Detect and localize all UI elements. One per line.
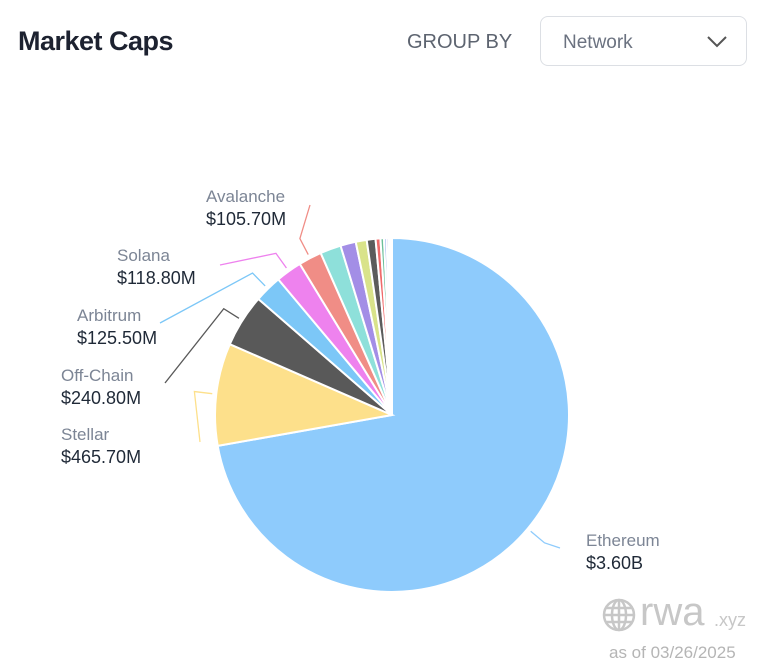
leader-line-solana — [219, 252, 287, 269]
label-stellar: Stellar $465.70M — [61, 425, 142, 467]
chevron-down-icon — [707, 36, 727, 48]
leader-line-off-chain — [164, 307, 240, 384]
as-of-date: as of 03/26/2025 — [609, 643, 736, 662]
label-avalanche: Avalanche $105.70M — [206, 187, 287, 229]
label-solana: Solana $118.80M — [117, 246, 196, 288]
pie-slice[interactable] — [389, 236, 393, 416]
leader-line-ethereum — [530, 530, 561, 549]
group-by-label: GROUP BY — [407, 31, 513, 53]
group-by-value: Network — [563, 32, 633, 53]
label-arbitrum: Arbitrum $125.50M — [77, 306, 158, 348]
rwa-logo: rwa .xyz — [602, 590, 746, 637]
label-ethereum: Ethereum $3.60B — [586, 531, 660, 573]
globe-icon — [602, 598, 636, 632]
leader-line-avalanche — [299, 204, 311, 255]
pie-slice-stellar[interactable] — [214, 342, 396, 448]
leader-line-stellar — [193, 390, 213, 443]
page-title: Market Caps — [18, 26, 174, 56]
label-off-chain: Off-Chain $240.80M — [61, 366, 142, 408]
group-by-select[interactable]: Network — [540, 16, 747, 66]
leader-line-arbitrum — [159, 272, 266, 324]
